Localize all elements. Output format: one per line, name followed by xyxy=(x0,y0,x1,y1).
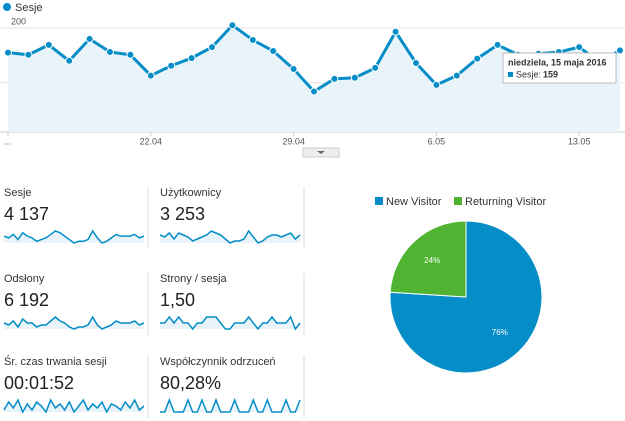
point xyxy=(493,40,502,49)
sparkline xyxy=(3,315,145,330)
point xyxy=(575,43,584,52)
point xyxy=(24,50,33,59)
point xyxy=(208,43,216,52)
point xyxy=(473,54,482,63)
point xyxy=(330,74,339,83)
metric-label: Śr. czas trwania sesji xyxy=(4,355,107,368)
pie-label: 24% xyxy=(424,256,440,265)
point xyxy=(126,50,135,59)
metric-label: Sesje xyxy=(4,187,32,199)
metric-label: Odsłony xyxy=(4,273,45,285)
metric-value: 6 192 xyxy=(4,290,49,310)
point xyxy=(187,54,196,63)
y-tick-label: 200 xyxy=(11,16,26,26)
tooltip-value: 159 xyxy=(543,69,558,79)
point xyxy=(106,48,114,57)
metric-label: Współczynnik odrzuceń xyxy=(160,356,276,368)
tooltip-swatch xyxy=(508,72,513,77)
legend-swatch xyxy=(454,197,462,205)
point xyxy=(371,63,380,72)
pie-slice xyxy=(389,220,467,298)
x-tick-label: 29.04 xyxy=(282,136,305,146)
sparkline xyxy=(3,398,145,414)
legend-dot xyxy=(3,3,11,11)
pie-slice xyxy=(389,220,543,374)
legend-label: New Visitor xyxy=(386,196,442,208)
metric-value: 4 137 xyxy=(4,204,49,224)
point xyxy=(350,73,359,82)
metric-value: 00:01:52 xyxy=(4,373,74,393)
x-tick-label: ... xyxy=(4,136,12,146)
legend-label: Sesje xyxy=(15,2,43,14)
sparkline-area xyxy=(160,400,300,412)
point xyxy=(65,56,74,65)
point xyxy=(391,27,400,36)
x-tick-label: 6.05 xyxy=(428,136,446,146)
point xyxy=(452,71,461,80)
point xyxy=(228,21,237,30)
point xyxy=(167,61,176,70)
metric-value: 1,50 xyxy=(160,290,195,310)
sparkline xyxy=(160,397,301,413)
point xyxy=(289,65,298,74)
tooltip-label: Sesje: xyxy=(516,69,541,79)
point xyxy=(4,48,12,57)
legend-swatch xyxy=(375,197,383,205)
sparkline xyxy=(3,229,145,244)
point xyxy=(248,36,257,44)
point xyxy=(146,71,155,80)
tooltip xyxy=(502,52,617,84)
point xyxy=(412,59,420,67)
point xyxy=(432,80,441,89)
expand-icon xyxy=(317,151,325,154)
pie-label: 76% xyxy=(492,328,508,337)
point xyxy=(269,46,278,55)
legend-label: Returning Visitor xyxy=(465,196,546,208)
point xyxy=(85,34,94,43)
sparkline xyxy=(160,315,301,331)
point xyxy=(310,87,318,96)
point xyxy=(44,40,53,49)
metric-label: Strony / sesja xyxy=(160,273,228,285)
x-tick-label: 13.05 xyxy=(568,136,591,146)
metric-value: 80,28% xyxy=(160,373,221,393)
area xyxy=(8,25,620,132)
metric-value: 3 253 xyxy=(160,204,205,224)
metric-label: Użytkownicy xyxy=(160,187,222,199)
tooltip-title: niedziela, 15 maja 2016 xyxy=(508,57,607,67)
x-tick-label: 22.04 xyxy=(140,136,163,146)
sparkline xyxy=(159,229,301,244)
point xyxy=(616,46,624,55)
